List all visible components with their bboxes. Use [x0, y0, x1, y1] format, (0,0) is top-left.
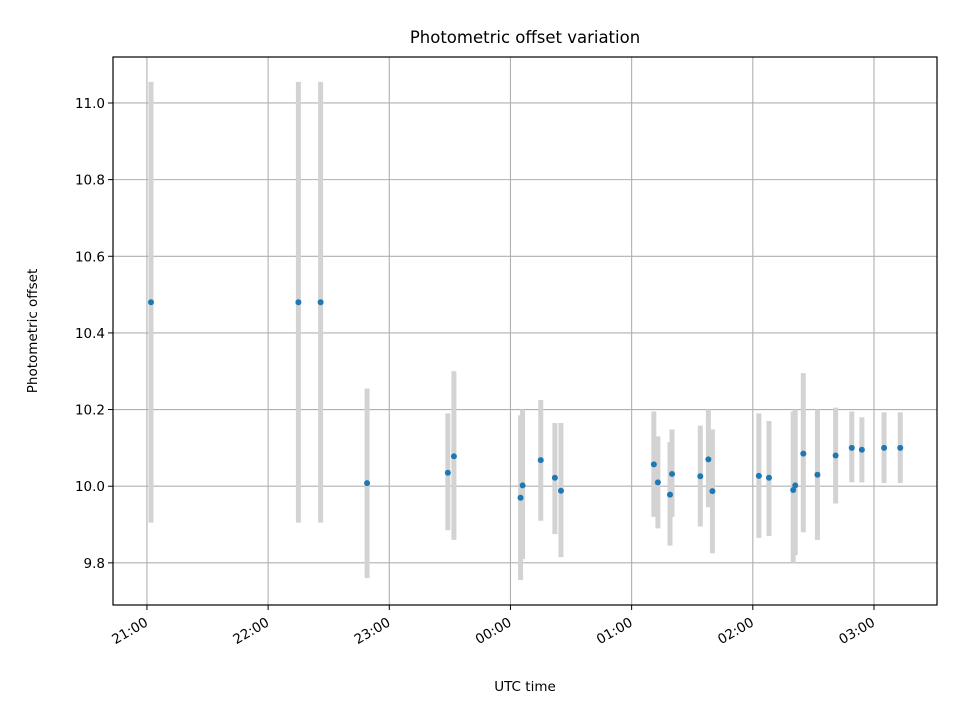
data-point [858, 446, 865, 453]
data-point [654, 479, 661, 486]
data-point [364, 480, 371, 487]
plot-frame [112, 56, 938, 606]
data-point [800, 450, 807, 457]
data-point [650, 461, 657, 468]
grid [113, 57, 937, 605]
chart-title: Photometric offset variation [410, 28, 640, 47]
error-bars [148, 81, 903, 581]
data-point [765, 474, 772, 481]
x-tick-label: 03:00 [836, 615, 878, 648]
data-point [897, 444, 904, 451]
data-point [669, 470, 676, 477]
x-tick-label: 00:00 [473, 615, 515, 648]
data-point [147, 299, 154, 306]
data-point [697, 473, 704, 480]
data-point [557, 487, 564, 494]
data-point [705, 456, 712, 463]
y-tick-label: 10.8 [75, 173, 105, 189]
data-point [881, 444, 888, 451]
y-tick-label: 9.8 [84, 556, 105, 572]
y-tick-label: 10.2 [75, 403, 105, 419]
data-points [147, 299, 904, 501]
data-point [444, 469, 451, 476]
data-point [790, 487, 797, 494]
x-tick-label: 21:00 [109, 615, 151, 648]
x-axis-label: UTC time [494, 679, 556, 695]
x-tick-label: 23:00 [352, 615, 394, 648]
data-point [755, 472, 762, 479]
data-point [848, 444, 855, 451]
y-tick-label: 10.4 [75, 326, 105, 342]
x-tick-label: 22:00 [230, 615, 272, 648]
data-point [537, 457, 544, 464]
data-point [814, 471, 821, 478]
data-point [519, 482, 526, 489]
data-point [709, 488, 716, 495]
y-tick-label: 10.0 [75, 479, 105, 495]
data-point [792, 482, 799, 489]
axis-ticks: 21:00 22:00 23:00 00:00 01:00 02:00 03:00 9.8 10… [75, 96, 878, 648]
data-point [551, 474, 558, 481]
data-point [517, 494, 524, 501]
data-point [295, 299, 302, 306]
x-tick-label: 02:00 [715, 615, 757, 648]
y-tick-label: 10.6 [75, 249, 105, 265]
data-point [832, 452, 839, 459]
y-tick-label: 11.0 [75, 96, 105, 112]
data-point [450, 453, 457, 460]
data-point [667, 491, 674, 498]
data-point [317, 299, 324, 306]
x-tick-label: 01:00 [594, 615, 636, 648]
y-axis-label: Photometric offset [25, 269, 41, 393]
